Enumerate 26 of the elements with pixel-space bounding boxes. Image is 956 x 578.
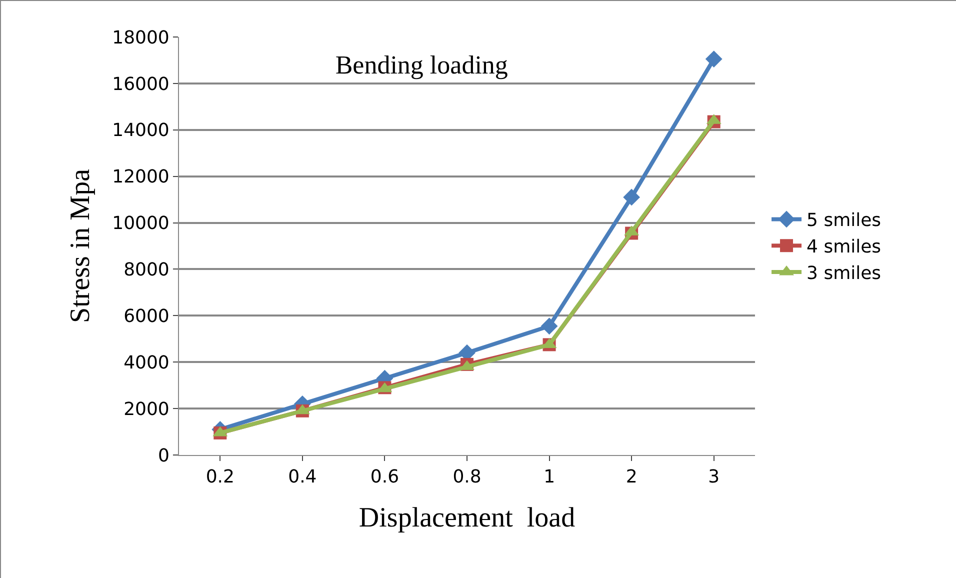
x-tick-label: 3: [708, 466, 720, 488]
x-tick-label: 1: [544, 466, 556, 488]
x-tick-label: 2: [626, 466, 638, 488]
legend-label: 4 smiles: [806, 236, 882, 258]
point: [623, 188, 640, 206]
legend-label: 5 smiles: [806, 210, 882, 232]
x-tick-label: 0.2: [206, 466, 234, 488]
y-tick-label: 10000: [112, 213, 170, 234]
x-tick-label: 0.8: [452, 466, 482, 488]
y-tick-label: 6000: [124, 306, 170, 327]
y-axis-title: Stress in Mpa: [64, 168, 96, 323]
x-tick-label: 0.4: [288, 466, 317, 488]
y-tick-label: 12000: [112, 166, 170, 188]
point: [705, 50, 722, 68]
point: [540, 318, 558, 335]
y-tick-label: 4000: [124, 352, 170, 374]
y-tick-label: 2000: [124, 398, 170, 420]
y-tick-label: 8000: [124, 260, 170, 281]
y-tick-label: 16000: [112, 74, 170, 95]
text: Bending loading: [335, 50, 508, 80]
x-tick-label: 0.6: [370, 466, 400, 488]
y-tick-label: 18000: [112, 27, 170, 48]
y-tick-label: 0: [158, 445, 170, 466]
legend-label: 3 smiles: [806, 263, 882, 284]
x-axis-title: Displacement load: [358, 502, 576, 534]
y-tick-label: 14000: [112, 120, 170, 142]
